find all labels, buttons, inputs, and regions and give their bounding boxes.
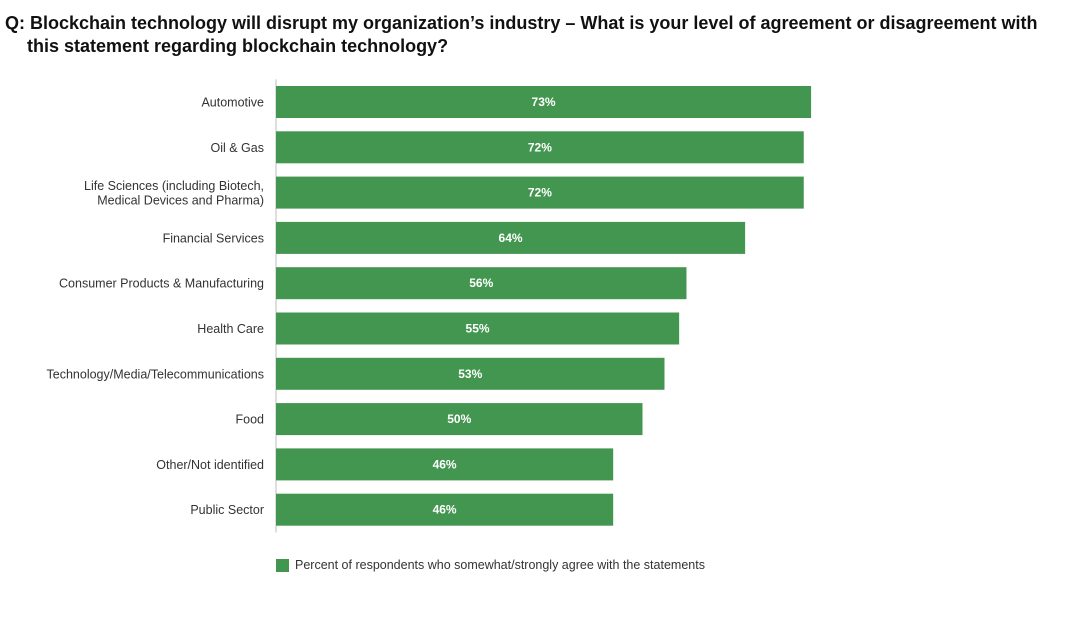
category-label: Public Sector [190, 503, 264, 517]
category-label: Financial Services [163, 231, 264, 245]
bar [276, 176, 804, 209]
bar-value-label: 46% [433, 503, 457, 517]
category-label: Automotive [201, 96, 264, 110]
bar-value-label: 56% [469, 276, 493, 290]
category-label: Oil & Gas [211, 141, 265, 155]
category-label: Technology/Media/Telecommunications [47, 367, 264, 381]
bar [276, 493, 614, 526]
bar [276, 86, 812, 118]
bar [276, 403, 643, 436]
bar [276, 312, 680, 345]
category-label: Consumer Products & Manufacturing [59, 277, 264, 291]
bar-value-label: 72% [528, 140, 552, 154]
legend-label: Percent of respondents who somewhat/stro… [295, 558, 705, 572]
bar-value-label: 50% [447, 412, 471, 426]
bar-value-label: 55% [466, 322, 490, 336]
bar-value-label: 72% [528, 186, 552, 200]
category-label: Food [236, 413, 265, 427]
bar [276, 267, 687, 300]
category-label: Life Sciences (including Biotech, Medical… [84, 179, 264, 208]
bar-value-label: 73% [532, 95, 556, 109]
chart-title-line-1: Q: Blockchain technology will disrupt my… [5, 13, 1038, 33]
chart-title-line-2: this statement regarding blockchain tech… [27, 36, 449, 56]
bar-value-label: 53% [458, 367, 482, 381]
bar [276, 448, 614, 481]
legend: Percent of respondents who somewhat/stro… [276, 558, 705, 572]
category-label: Other/Not identified [156, 458, 264, 472]
bar [276, 357, 665, 390]
bar-value-label: 64% [499, 231, 523, 245]
category-label: Health Care [197, 322, 264, 336]
legend-swatch [276, 558, 289, 572]
bar [276, 221, 746, 254]
bar-value-label: 46% [433, 457, 457, 471]
bar [276, 131, 804, 164]
